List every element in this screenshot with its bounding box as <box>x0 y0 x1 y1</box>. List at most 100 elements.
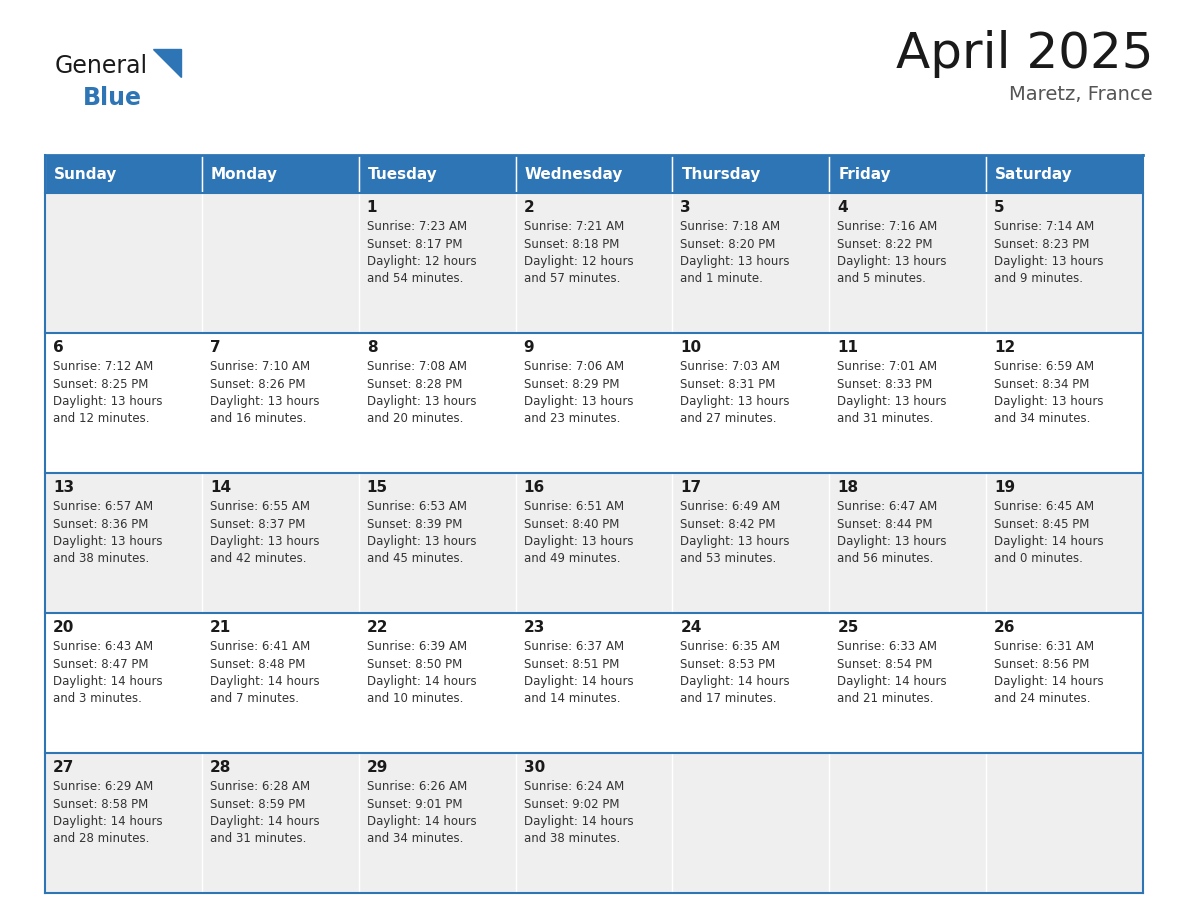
Text: Sunset: 8:34 PM: Sunset: 8:34 PM <box>994 377 1089 390</box>
Text: Sunset: 8:28 PM: Sunset: 8:28 PM <box>367 377 462 390</box>
Text: Sunrise: 6:26 AM: Sunrise: 6:26 AM <box>367 780 467 793</box>
Bar <box>45 473 1143 613</box>
Text: 6: 6 <box>53 340 64 355</box>
Text: Daylight: 14 hours: Daylight: 14 hours <box>210 675 320 688</box>
Text: Daylight: 13 hours: Daylight: 13 hours <box>524 535 633 548</box>
Text: and 49 minutes.: and 49 minutes. <box>524 553 620 565</box>
Text: Thursday: Thursday <box>682 166 760 182</box>
Bar <box>516 155 672 193</box>
Text: Sunrise: 6:31 AM: Sunrise: 6:31 AM <box>994 640 1094 653</box>
Text: 11: 11 <box>838 340 858 355</box>
Text: Sunset: 8:36 PM: Sunset: 8:36 PM <box>53 518 148 531</box>
Text: 27: 27 <box>53 760 75 775</box>
Text: Daylight: 14 hours: Daylight: 14 hours <box>367 675 476 688</box>
Text: Sunset: 8:47 PM: Sunset: 8:47 PM <box>53 657 148 670</box>
Text: and 16 minutes.: and 16 minutes. <box>210 412 307 426</box>
Text: Sunrise: 7:23 AM: Sunrise: 7:23 AM <box>367 220 467 233</box>
Text: and 34 minutes.: and 34 minutes. <box>367 833 463 845</box>
Text: Sunset: 8:50 PM: Sunset: 8:50 PM <box>367 657 462 670</box>
Text: Sunset: 8:53 PM: Sunset: 8:53 PM <box>681 657 776 670</box>
Text: Sunset: 8:31 PM: Sunset: 8:31 PM <box>681 377 776 390</box>
Text: Daylight: 13 hours: Daylight: 13 hours <box>210 535 320 548</box>
Text: Sunset: 8:20 PM: Sunset: 8:20 PM <box>681 238 776 251</box>
Text: and 0 minutes.: and 0 minutes. <box>994 553 1083 565</box>
Text: Sunrise: 6:35 AM: Sunrise: 6:35 AM <box>681 640 781 653</box>
Text: and 53 minutes.: and 53 minutes. <box>681 553 777 565</box>
Text: Sunset: 8:58 PM: Sunset: 8:58 PM <box>53 798 148 811</box>
Text: Monday: Monday <box>210 166 278 182</box>
Text: Daylight: 14 hours: Daylight: 14 hours <box>53 675 163 688</box>
Text: Sunrise: 7:08 AM: Sunrise: 7:08 AM <box>367 360 467 373</box>
Text: Sunrise: 6:57 AM: Sunrise: 6:57 AM <box>53 500 153 513</box>
Text: Sunset: 8:33 PM: Sunset: 8:33 PM <box>838 377 933 390</box>
Bar <box>45 333 1143 473</box>
Bar <box>45 155 202 193</box>
Text: and 31 minutes.: and 31 minutes. <box>210 833 307 845</box>
Text: 23: 23 <box>524 620 545 635</box>
Text: Daylight: 13 hours: Daylight: 13 hours <box>838 395 947 408</box>
Text: Daylight: 13 hours: Daylight: 13 hours <box>681 395 790 408</box>
Text: 4: 4 <box>838 200 848 215</box>
Text: Daylight: 14 hours: Daylight: 14 hours <box>524 675 633 688</box>
Text: 16: 16 <box>524 480 545 495</box>
Text: Daylight: 13 hours: Daylight: 13 hours <box>994 395 1104 408</box>
Text: Sunrise: 6:28 AM: Sunrise: 6:28 AM <box>210 780 310 793</box>
Text: Sunrise: 6:47 AM: Sunrise: 6:47 AM <box>838 500 937 513</box>
Text: Daylight: 14 hours: Daylight: 14 hours <box>681 675 790 688</box>
Text: Saturday: Saturday <box>996 166 1073 182</box>
Text: and 9 minutes.: and 9 minutes. <box>994 273 1083 285</box>
Text: General: General <box>55 54 148 78</box>
Text: and 7 minutes.: and 7 minutes. <box>210 692 299 706</box>
Text: April 2025: April 2025 <box>896 30 1154 78</box>
Text: and 12 minutes.: and 12 minutes. <box>53 412 150 426</box>
Text: Sunset: 8:51 PM: Sunset: 8:51 PM <box>524 657 619 670</box>
Text: and 45 minutes.: and 45 minutes. <box>367 553 463 565</box>
Text: 1: 1 <box>367 200 378 215</box>
Text: and 31 minutes.: and 31 minutes. <box>838 412 934 426</box>
Text: 17: 17 <box>681 480 702 495</box>
Bar <box>672 155 829 193</box>
Text: 20: 20 <box>53 620 75 635</box>
Text: Sunrise: 6:37 AM: Sunrise: 6:37 AM <box>524 640 624 653</box>
Text: Sunrise: 7:12 AM: Sunrise: 7:12 AM <box>53 360 153 373</box>
Text: Sunrise: 6:39 AM: Sunrise: 6:39 AM <box>367 640 467 653</box>
Text: Sunrise: 6:59 AM: Sunrise: 6:59 AM <box>994 360 1094 373</box>
Text: Daylight: 14 hours: Daylight: 14 hours <box>524 815 633 828</box>
Text: 26: 26 <box>994 620 1016 635</box>
Text: Friday: Friday <box>839 166 891 182</box>
Text: Daylight: 13 hours: Daylight: 13 hours <box>838 255 947 268</box>
Text: Daylight: 13 hours: Daylight: 13 hours <box>681 535 790 548</box>
Text: 18: 18 <box>838 480 859 495</box>
Text: 28: 28 <box>210 760 232 775</box>
Text: Wednesday: Wednesday <box>525 166 623 182</box>
Text: Sunrise: 6:45 AM: Sunrise: 6:45 AM <box>994 500 1094 513</box>
Text: Sunset: 8:22 PM: Sunset: 8:22 PM <box>838 238 933 251</box>
Text: Sunrise: 6:24 AM: Sunrise: 6:24 AM <box>524 780 624 793</box>
Text: Daylight: 14 hours: Daylight: 14 hours <box>367 815 476 828</box>
Text: and 21 minutes.: and 21 minutes. <box>838 692 934 706</box>
Text: Sunset: 8:45 PM: Sunset: 8:45 PM <box>994 518 1089 531</box>
Text: and 54 minutes.: and 54 minutes. <box>367 273 463 285</box>
Text: Sunrise: 7:18 AM: Sunrise: 7:18 AM <box>681 220 781 233</box>
Text: and 38 minutes.: and 38 minutes. <box>524 833 620 845</box>
Text: Sunrise: 7:21 AM: Sunrise: 7:21 AM <box>524 220 624 233</box>
Text: 12: 12 <box>994 340 1016 355</box>
Text: Sunset: 8:39 PM: Sunset: 8:39 PM <box>367 518 462 531</box>
Text: 10: 10 <box>681 340 702 355</box>
Text: Blue: Blue <box>83 86 143 110</box>
Text: Sunset: 8:56 PM: Sunset: 8:56 PM <box>994 657 1089 670</box>
Text: Daylight: 13 hours: Daylight: 13 hours <box>681 255 790 268</box>
Bar <box>45 613 1143 753</box>
Text: and 28 minutes.: and 28 minutes. <box>53 833 150 845</box>
Text: Sunset: 8:59 PM: Sunset: 8:59 PM <box>210 798 305 811</box>
Text: Daylight: 13 hours: Daylight: 13 hours <box>524 395 633 408</box>
Text: Daylight: 13 hours: Daylight: 13 hours <box>838 535 947 548</box>
Text: Sunset: 8:26 PM: Sunset: 8:26 PM <box>210 377 305 390</box>
Text: 19: 19 <box>994 480 1016 495</box>
Text: Daylight: 13 hours: Daylight: 13 hours <box>210 395 320 408</box>
Text: Daylight: 13 hours: Daylight: 13 hours <box>367 535 476 548</box>
Text: Daylight: 12 hours: Daylight: 12 hours <box>524 255 633 268</box>
Text: and 57 minutes.: and 57 minutes. <box>524 273 620 285</box>
Text: 7: 7 <box>210 340 221 355</box>
Bar <box>45 193 1143 333</box>
